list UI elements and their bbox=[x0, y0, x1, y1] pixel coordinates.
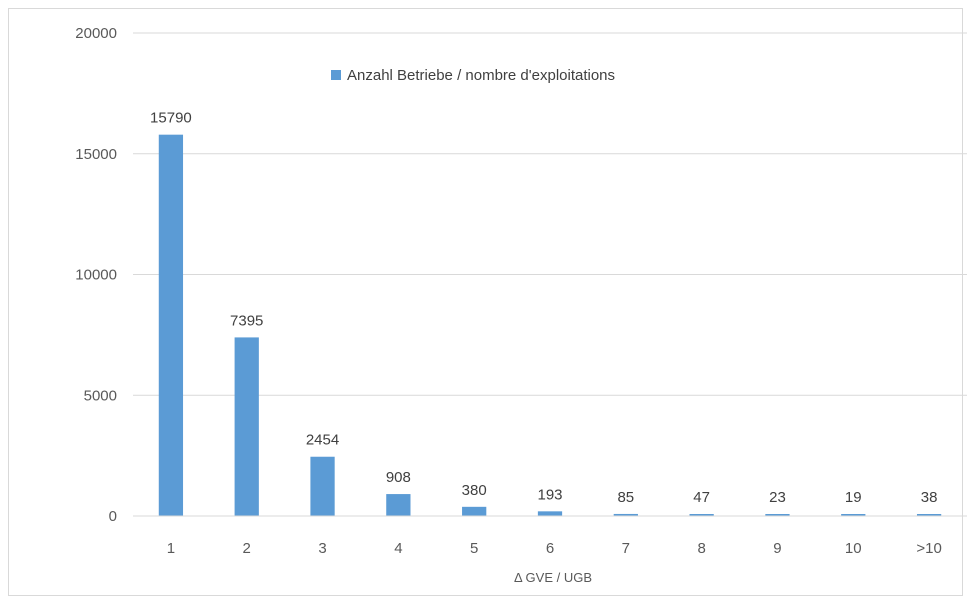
data-label: 38 bbox=[921, 489, 938, 506]
x-axis-title: Δ GVE / UGB bbox=[514, 570, 592, 585]
x-tick-label: 6 bbox=[546, 540, 554, 557]
bar bbox=[765, 514, 790, 516]
bar bbox=[916, 514, 942, 516]
y-tick-label: 20000 bbox=[75, 25, 117, 42]
data-labels: 15790 7395 2454 908 380 193 85 47 23 19 38 bbox=[150, 110, 937, 506]
bar bbox=[841, 514, 866, 516]
legend: Anzahl Betriebe / nombre d'exploitations bbox=[331, 67, 615, 84]
bar bbox=[234, 337, 259, 516]
bars bbox=[158, 134, 942, 516]
bar bbox=[537, 511, 563, 516]
data-label: 193 bbox=[537, 486, 562, 503]
bar bbox=[613, 513, 638, 516]
y-tick-label: 5000 bbox=[84, 387, 117, 404]
data-label: 908 bbox=[386, 469, 411, 486]
x-tick-label: 2 bbox=[243, 540, 251, 557]
x-axis-ticks: 1 2 3 4 5 6 7 8 9 10 >10 bbox=[167, 540, 942, 557]
x-tick-label: 1 bbox=[167, 540, 175, 557]
x-tick-label: 8 bbox=[697, 540, 705, 557]
legend-label: Anzahl Betriebe / nombre d'exploitations bbox=[347, 67, 615, 84]
data-label: 15790 bbox=[150, 110, 192, 127]
y-tick-label: 0 bbox=[109, 508, 117, 525]
legend-swatch bbox=[331, 70, 341, 80]
bar bbox=[462, 506, 487, 516]
y-tick-label: 15000 bbox=[75, 146, 117, 163]
data-label: 85 bbox=[617, 489, 634, 506]
x-tick-label: 7 bbox=[622, 540, 630, 557]
gridlines bbox=[133, 32, 967, 396]
x-tick-label: 4 bbox=[394, 540, 402, 557]
x-tick-label: 9 bbox=[773, 540, 781, 557]
bar bbox=[386, 494, 411, 516]
data-label: 23 bbox=[769, 489, 786, 506]
data-label: 19 bbox=[845, 489, 862, 506]
bar bbox=[158, 134, 184, 516]
data-label: 47 bbox=[693, 489, 710, 506]
y-tick-label: 10000 bbox=[75, 267, 117, 284]
data-label: 380 bbox=[462, 482, 487, 499]
bar bbox=[689, 514, 714, 516]
y-axis-ticks: 0 5000 10000 15000 20000 bbox=[75, 25, 117, 525]
data-label: 7395 bbox=[230, 312, 263, 329]
x-tick-label: 10 bbox=[845, 540, 862, 557]
x-tick-label: 5 bbox=[470, 540, 478, 557]
x-tick-label: >10 bbox=[916, 540, 941, 557]
data-label: 2454 bbox=[306, 432, 339, 449]
bar bbox=[310, 456, 335, 516]
x-tick-label: 3 bbox=[318, 540, 326, 557]
